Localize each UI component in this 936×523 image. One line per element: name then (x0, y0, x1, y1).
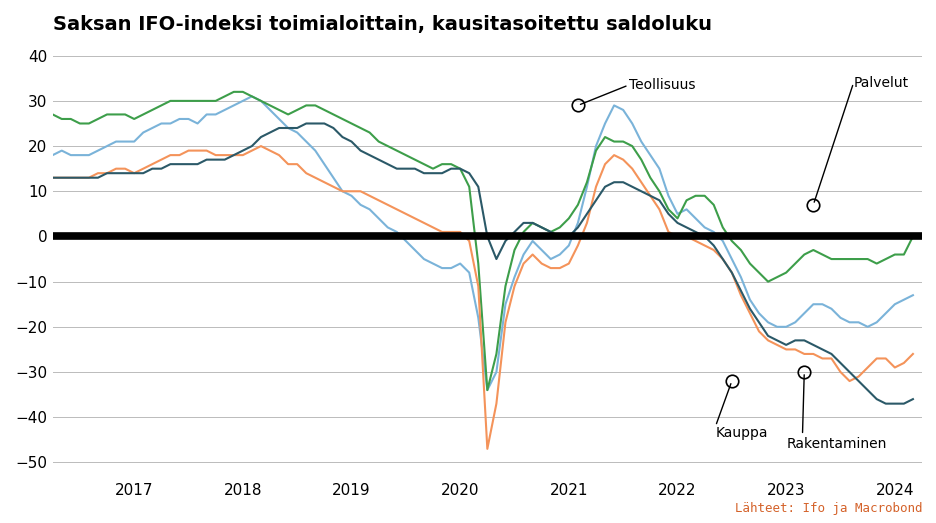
Text: Rakentaminen: Rakentaminen (785, 437, 885, 451)
Text: Palvelut: Palvelut (853, 76, 908, 90)
Text: Kauppa: Kauppa (715, 426, 768, 440)
Text: Teollisuus: Teollisuus (628, 78, 695, 92)
Text: Lähteet: Ifo ja Macrobond: Lähteet: Ifo ja Macrobond (735, 502, 922, 515)
Text: Saksan IFO-indeksi toimialoittain, kausitasoitettu saldoluku: Saksan IFO-indeksi toimialoittain, kausi… (52, 15, 711, 34)
